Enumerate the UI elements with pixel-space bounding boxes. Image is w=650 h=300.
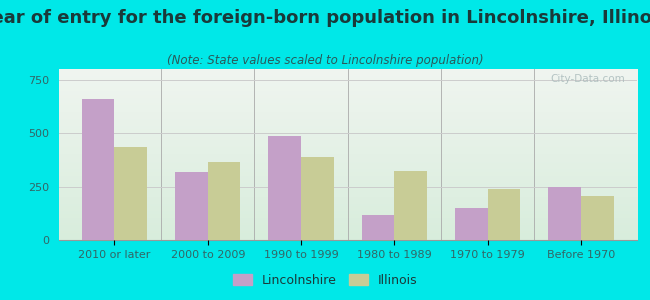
- Bar: [301, 157, 333, 240]
- Text: City-Data.com: City-Data.com: [551, 74, 625, 84]
- Text: Year of entry for the foreign-born population in Lincolnshire, Illinois: Year of entry for the foreign-born popul…: [0, 9, 650, 27]
- Bar: [395, 170, 427, 240]
- Bar: [455, 208, 488, 240]
- Bar: [82, 99, 114, 240]
- Bar: [362, 215, 395, 240]
- Bar: [549, 187, 581, 240]
- Text: (Note: State values scaled to Lincolnshire population): (Note: State values scaled to Lincolnshi…: [166, 54, 484, 67]
- Bar: [488, 189, 521, 240]
- Bar: [114, 147, 147, 240]
- Bar: [175, 172, 208, 240]
- Bar: [208, 162, 240, 240]
- Bar: [581, 196, 614, 240]
- Legend: Lincolnshire, Illinois: Lincolnshire, Illinois: [229, 270, 421, 291]
- Bar: [268, 136, 301, 240]
